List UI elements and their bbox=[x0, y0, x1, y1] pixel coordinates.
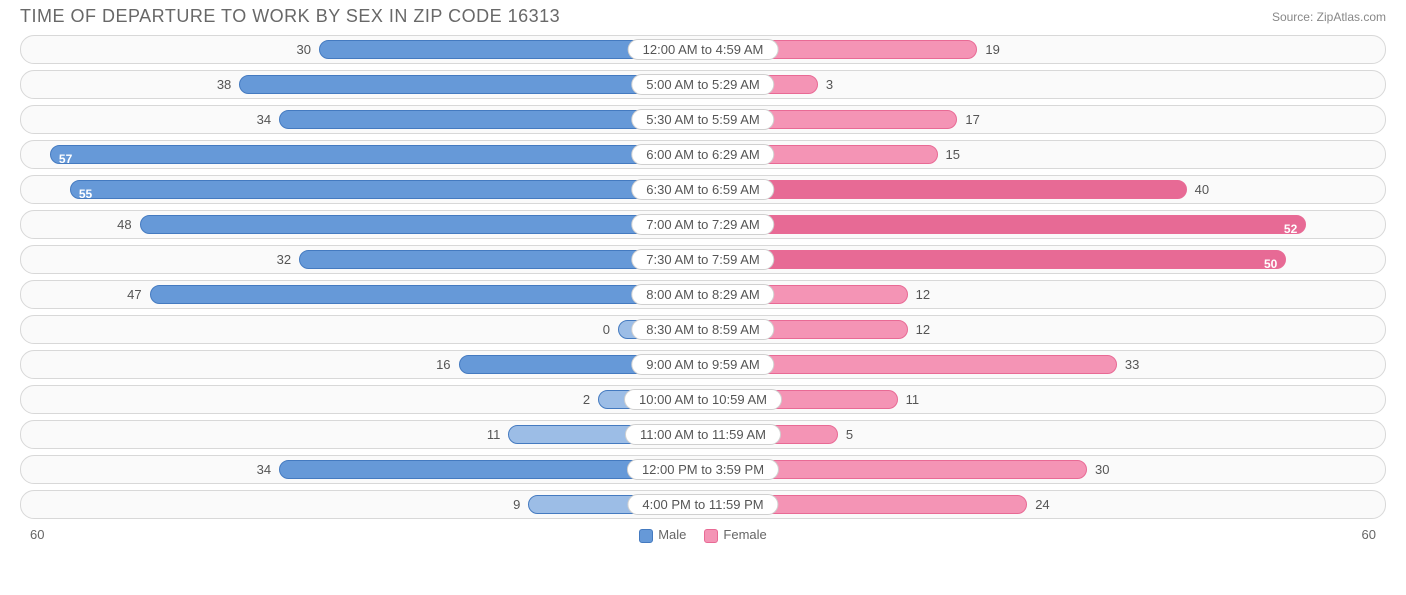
legend-male-label: Male bbox=[658, 527, 686, 542]
legend: Male Female bbox=[639, 527, 767, 543]
legend-male: Male bbox=[639, 527, 686, 543]
chart-body: 30 19 12:00 AM to 4:59 AM 38 3 5:00 AM to 5:2… bbox=[0, 35, 1406, 519]
male-value: 0 bbox=[603, 322, 610, 337]
chart-row: 34 30 12:00 PM to 3:59 PM bbox=[20, 455, 1386, 484]
chart-row: 32 50 7:30 AM to 7:59 AM bbox=[20, 245, 1386, 274]
chart-row: 0 12 8:30 AM to 8:59 AM bbox=[20, 315, 1386, 344]
female-bar bbox=[703, 180, 1187, 199]
female-value: 5 bbox=[846, 427, 853, 442]
axis-max-right: 60 bbox=[1362, 527, 1376, 542]
male-value: 2 bbox=[583, 392, 590, 407]
chart-header: TIME OF DEPARTURE TO WORK BY SEX IN ZIP … bbox=[0, 0, 1406, 35]
category-label: 7:30 AM to 7:59 AM bbox=[631, 249, 774, 270]
category-label: 5:00 AM to 5:29 AM bbox=[631, 74, 774, 95]
female-value: 24 bbox=[1035, 497, 1049, 512]
male-value: 30 bbox=[297, 42, 311, 57]
female-value: 17 bbox=[965, 112, 979, 127]
category-label: 9:00 AM to 9:59 AM bbox=[631, 354, 774, 375]
male-value: 38 bbox=[217, 77, 231, 92]
chart-row: 2 11 10:00 AM to 10:59 AM bbox=[20, 385, 1386, 414]
chart-row: 57 15 6:00 AM to 6:29 AM bbox=[20, 140, 1386, 169]
chart-row: 16 33 9:00 AM to 9:59 AM bbox=[20, 350, 1386, 379]
chart-title: TIME OF DEPARTURE TO WORK BY SEX IN ZIP … bbox=[20, 6, 560, 27]
category-label: 8:30 AM to 8:59 AM bbox=[631, 319, 774, 340]
chart-row: 47 12 8:00 AM to 8:29 AM bbox=[20, 280, 1386, 309]
axis-max-left: 60 bbox=[30, 527, 44, 542]
female-value: 50 bbox=[1264, 257, 1277, 271]
male-value: 47 bbox=[127, 287, 141, 302]
chart-footer: 60 Male Female 60 bbox=[0, 525, 1406, 543]
male-value: 16 bbox=[436, 357, 450, 372]
chart-row: 30 19 12:00 AM to 4:59 AM bbox=[20, 35, 1386, 64]
male-bar: 55 bbox=[70, 180, 703, 199]
female-swatch-icon bbox=[704, 529, 718, 543]
category-label: 5:30 AM to 5:59 AM bbox=[631, 109, 774, 130]
male-bar: 57 bbox=[50, 145, 703, 164]
chart-row: 9 24 4:00 PM to 11:59 PM bbox=[20, 490, 1386, 519]
category-label: 8:00 AM to 8:29 AM bbox=[631, 284, 774, 305]
chart-row: 38 3 5:00 AM to 5:29 AM bbox=[20, 70, 1386, 99]
legend-female-label: Female bbox=[723, 527, 766, 542]
category-label: 12:00 PM to 3:59 PM bbox=[627, 459, 779, 480]
female-bar: 52 bbox=[703, 215, 1306, 234]
female-value: 12 bbox=[916, 287, 930, 302]
category-label: 6:30 AM to 6:59 AM bbox=[631, 179, 774, 200]
male-value: 55 bbox=[79, 187, 92, 201]
category-label: 10:00 AM to 10:59 AM bbox=[624, 389, 782, 410]
male-bar bbox=[150, 285, 703, 304]
category-label: 11:00 AM to 11:59 AM bbox=[625, 424, 781, 445]
male-value: 57 bbox=[59, 152, 72, 166]
category-label: 12:00 AM to 4:59 AM bbox=[628, 39, 779, 60]
female-bar: 50 bbox=[703, 250, 1286, 269]
female-value: 15 bbox=[946, 147, 960, 162]
chart-row: 48 52 7:00 AM to 7:29 AM bbox=[20, 210, 1386, 239]
chart-row: 34 17 5:30 AM to 5:59 AM bbox=[20, 105, 1386, 134]
female-value: 33 bbox=[1125, 357, 1139, 372]
female-value: 52 bbox=[1284, 222, 1297, 236]
category-label: 4:00 PM to 11:59 PM bbox=[627, 494, 778, 515]
chart-row: 55 40 6:30 AM to 6:59 AM bbox=[20, 175, 1386, 204]
male-bar bbox=[140, 215, 703, 234]
category-label: 7:00 AM to 7:29 AM bbox=[631, 214, 774, 235]
male-value: 48 bbox=[117, 217, 131, 232]
category-label: 6:00 AM to 6:29 AM bbox=[631, 144, 774, 165]
male-swatch-icon bbox=[639, 529, 653, 543]
female-value: 40 bbox=[1195, 182, 1209, 197]
female-value: 12 bbox=[916, 322, 930, 337]
male-value: 11 bbox=[487, 427, 501, 442]
chart-source: Source: ZipAtlas.com bbox=[1272, 10, 1386, 24]
male-value: 34 bbox=[257, 462, 271, 477]
female-value: 11 bbox=[906, 392, 920, 407]
female-value: 30 bbox=[1095, 462, 1109, 477]
male-value: 9 bbox=[513, 497, 520, 512]
female-value: 19 bbox=[985, 42, 999, 57]
female-value: 3 bbox=[826, 77, 833, 92]
legend-female: Female bbox=[704, 527, 766, 543]
male-value: 34 bbox=[257, 112, 271, 127]
chart-row: 11 5 11:00 AM to 11:59 AM bbox=[20, 420, 1386, 449]
male-value: 32 bbox=[277, 252, 291, 267]
